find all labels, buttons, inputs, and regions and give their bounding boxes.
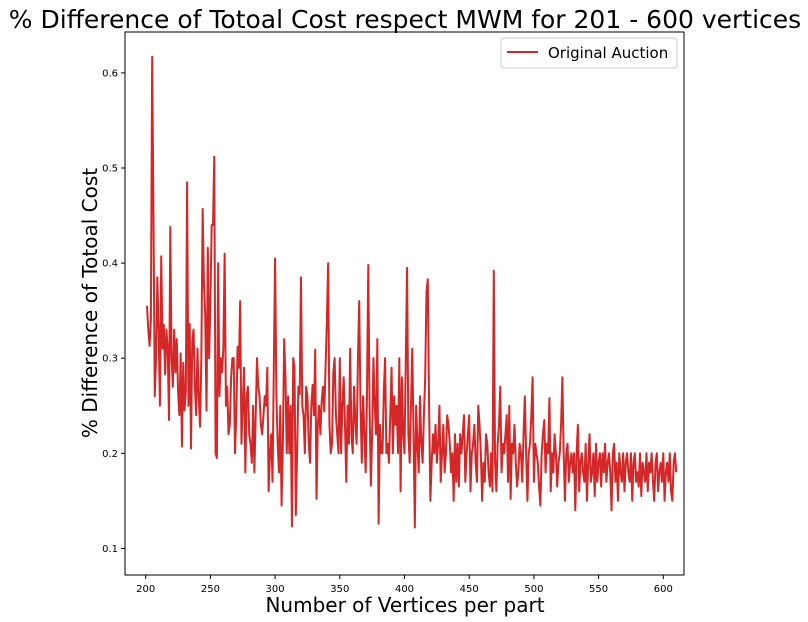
series-line-original-auction [146, 55, 678, 529]
x-tick-label: 500 [524, 584, 543, 595]
y-tick-label: 0.4 [102, 259, 118, 270]
chart-title: % Difference of Totoal Cost respect MWM … [9, 5, 801, 34]
x-tick-label: 550 [589, 584, 608, 595]
x-tick-label: 350 [330, 584, 349, 595]
x-tick-label: 200 [136, 584, 155, 595]
y-tick-label: 0.6 [102, 68, 118, 79]
x-tick-label: 400 [395, 584, 414, 595]
x-axis: 200 250 300 350 400 450 500 550 600 [136, 575, 673, 595]
y-tick-label: 0.5 [102, 163, 118, 174]
legend-box [500, 37, 678, 69]
y-tick-label: 0.3 [102, 354, 118, 365]
y-axis-label: % Difference of Totoal Cost [78, 168, 102, 438]
y-axis: 0.1 0.2 0.3 0.4 0.5 0.6 [102, 68, 125, 555]
legend-label-original-auction: Original Auction [548, 44, 668, 62]
x-tick-label: 300 [266, 584, 285, 595]
legend: Original Auction [500, 37, 678, 69]
y-tick-label: 0.1 [102, 544, 118, 555]
x-tick-label: 600 [654, 584, 673, 595]
x-axis-label: Number of Vertices per part [265, 593, 544, 617]
y-tick-label: 0.2 [102, 449, 118, 460]
x-tick-label: 250 [201, 584, 220, 595]
x-tick-label: 450 [460, 584, 479, 595]
